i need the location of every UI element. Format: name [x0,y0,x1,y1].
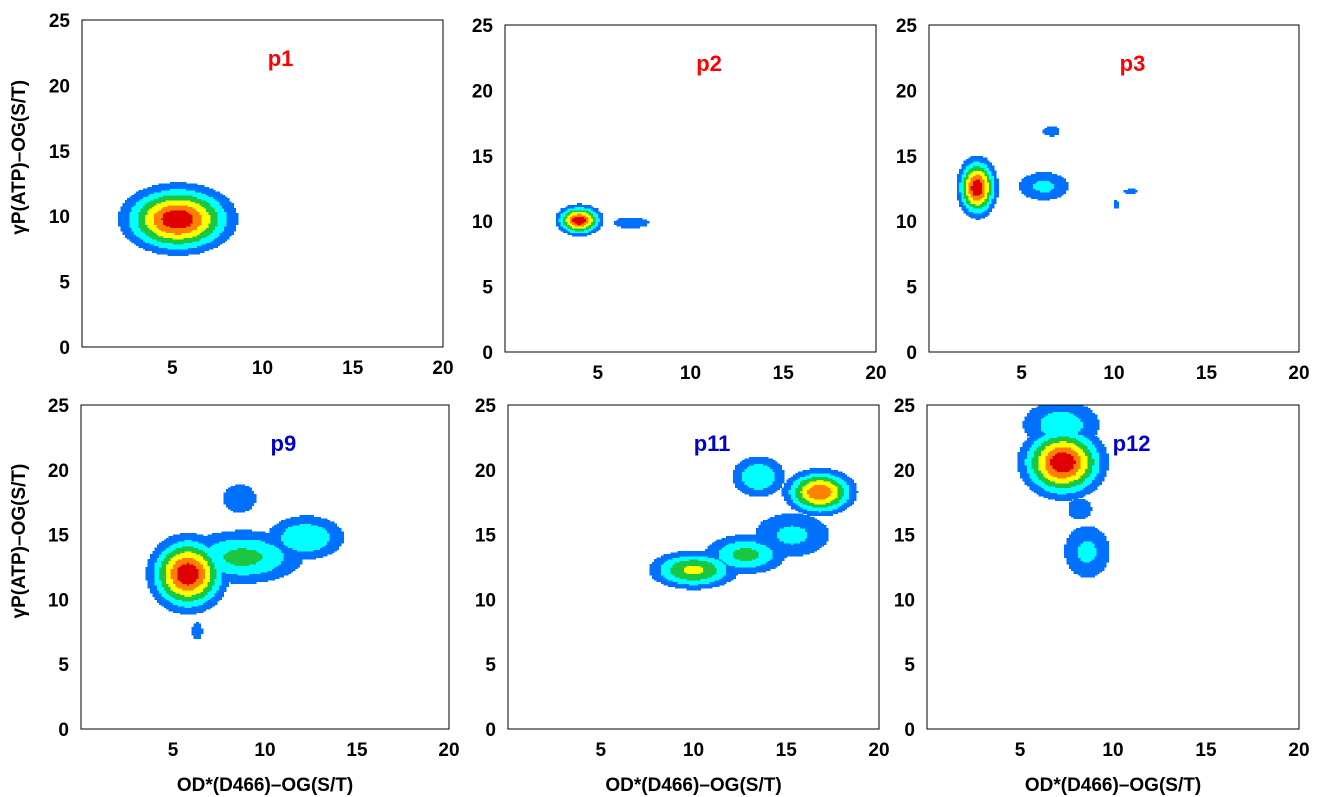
panel-p11: 0 5 10 15 20 25 5 10 15 20 p11 OD*(D466)–OG(S/T) [475,396,890,796]
x-tick-label: 20 [438,740,459,761]
contour-fill [1017,405,1109,578]
y-tick-label: 15 [48,526,70,547]
y-tick-label: 20 [894,461,915,482]
x-tick-label: 15 [1196,363,1218,384]
y-tick-label: 10 [48,590,69,611]
x-tick-label: 15 [342,358,364,379]
x-tick-label: 20 [1288,740,1309,761]
y-tick-label: 20 [48,461,69,482]
x-axis-label: OD*(D466)–OG(S/T) [177,775,353,796]
x-tick-label: 15 [1195,740,1217,761]
y-tick-label: 25 [896,16,918,37]
x-tick-label: 5 [1015,740,1026,761]
plot-frame [81,19,444,348]
x-tick-label: 15 [773,363,795,384]
panel-title: p3 [1120,51,1146,76]
x-tick-label: 20 [1288,363,1309,384]
y-tick-label: 0 [906,343,917,364]
y-tick-label: 25 [472,16,494,37]
y-tick-label: 10 [896,212,917,233]
y-tick-label: 10 [475,590,496,611]
x-tick-label: 20 [868,740,889,761]
plot-area [82,20,443,347]
y-tick-label: 10 [49,207,70,228]
x-tick-label: 5 [167,358,178,379]
panel-p3: 0 5 10 15 20 25 5 10 15 20 p3 [896,16,1310,384]
x-tick-label: 15 [346,740,368,761]
y-tick-label: 0 [485,720,496,741]
y-tick-label: 0 [59,338,70,359]
y-tick-label: 5 [482,278,493,299]
x-tick-label: 5 [592,363,603,384]
y-tick-label: 15 [896,147,918,168]
y-tick-label: 10 [894,590,915,611]
x-tick-label: 20 [432,358,453,379]
y-tick-label: 20 [896,81,917,102]
y-axis-label: γP(ATP)–OG(S/T) [9,464,30,619]
x-tick-label: 10 [680,363,701,384]
plot-frame [928,24,1300,353]
panel-title: p2 [696,51,722,76]
y-axis-label: γP(ATP)–OG(S/T) [9,80,30,235]
panel-title: p1 [268,46,294,71]
y-tick-label: 15 [475,526,497,547]
y-tick-label: 25 [48,396,70,417]
panel-title: p12 [1113,431,1151,456]
plot-frame [504,24,877,353]
y-tick-label: 5 [485,655,496,676]
y-tick-label: 10 [472,212,493,233]
contour-fill [556,203,650,237]
y-tick-label: 20 [49,76,70,97]
panel-p12: 0 5 10 15 20 25 5 10 15 20 p12 OD*(D466)–OG(S/T) [894,396,1310,796]
y-tick-label: 0 [58,720,69,741]
x-tick-label: 10 [254,740,275,761]
y-tick-label: 25 [49,11,71,32]
panel-p2: 0 5 10 15 20 25 5 10 15 20 p2 [472,16,887,384]
contour-fill [145,484,344,639]
plot-frame [926,404,1300,730]
plot-frame [80,404,450,730]
x-tick-label: 5 [1016,363,1027,384]
y-tick-label: 5 [904,655,915,676]
contour-fill [956,126,1138,221]
plot-area [505,25,876,352]
y-tick-label: 20 [475,461,496,482]
x-tick-label: 10 [252,358,273,379]
panel-p9: 0 5 10 15 20 25 5 10 15 20 p9 OD*(D466)–OG(S/T) γP(A… [9,396,460,796]
plot-area [927,405,1299,729]
contour-fill [649,456,859,591]
y-tick-label: 0 [482,343,493,364]
y-tick-label: 15 [49,142,71,163]
y-tick-label: 5 [906,278,917,299]
x-axis-label: OD*(D466)–OG(S/T) [1025,775,1201,796]
x-tick-label: 10 [1102,740,1123,761]
contour-fill [118,181,239,257]
x-tick-label: 10 [683,740,704,761]
y-tick-label: 25 [475,396,497,417]
panel-title: p11 [694,431,731,456]
panel-title: p9 [271,431,297,456]
y-tick-label: 0 [904,720,915,741]
x-tick-label: 20 [865,363,886,384]
y-tick-label: 20 [472,81,493,102]
x-tick-label: 5 [595,740,606,761]
x-tick-label: 10 [1103,363,1124,384]
y-tick-label: 15 [894,526,916,547]
y-tick-label: 5 [58,655,69,676]
x-tick-label: 5 [168,740,179,761]
x-tick-label: 15 [776,740,798,761]
y-tick-label: 5 [59,273,70,294]
plot-frame [507,404,880,730]
y-tick-label: 25 [894,396,916,417]
x-axis-label: OD*(D466)–OG(S/T) [605,775,781,796]
panel-p1: 0 5 10 15 20 25 5 10 15 20 p1 γP(ATP)–OG(S/T) [9,11,454,379]
y-tick-label: 15 [472,147,494,168]
